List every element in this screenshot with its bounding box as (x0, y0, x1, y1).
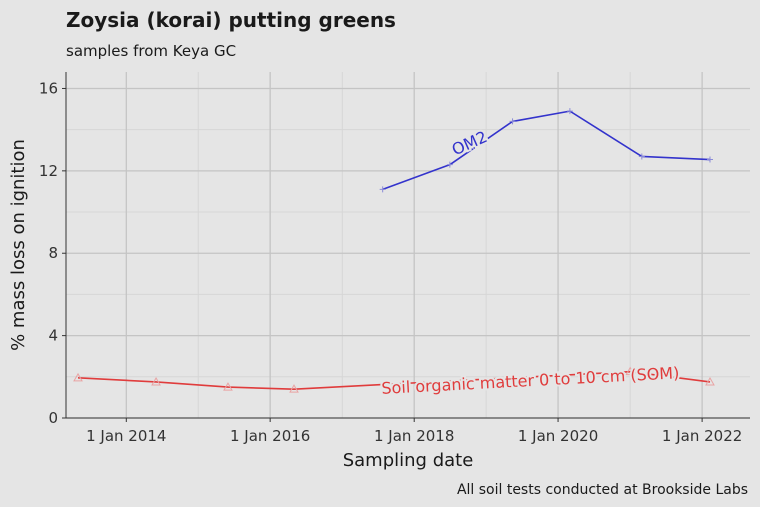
data-point (509, 118, 516, 125)
data-point (625, 366, 636, 376)
data-point (73, 372, 83, 382)
y-tick-label: 4 (48, 327, 58, 345)
data-point (289, 384, 299, 393)
chart-subtitle: samples from Keya GC (66, 42, 236, 60)
data-point (223, 382, 233, 391)
x-axis-title: Sampling date (343, 450, 474, 471)
x-tick-label: 1 Jan 2014 (86, 427, 166, 445)
series-line (77, 370, 711, 390)
chart-title: Zoysia (korai) putting greens (66, 8, 396, 32)
data-point (705, 376, 715, 386)
y-tick-label: 0 (48, 409, 58, 427)
series-line (382, 110, 711, 191)
data-point (151, 376, 161, 386)
x-axis-ticks: 1 Jan 2014 1 Jan 2016 1 Jan 2018 1 Jan 2020… (86, 418, 742, 445)
grid-minor (66, 72, 750, 418)
y-axis-ticks: 0 4 8 12 16 (39, 79, 66, 427)
data-point (446, 161, 453, 168)
data-point (566, 108, 573, 115)
y-tick-label: 8 (48, 244, 58, 262)
x-tick-label: 1 Jan 2016 (230, 427, 310, 445)
data-point (638, 153, 645, 160)
chart-caption: All soil tests conducted at Brookside La… (457, 482, 748, 498)
x-tick-label: 1 Jan 2018 (374, 427, 454, 445)
x-tick-label: 1 Jan 2022 (662, 427, 742, 445)
y-axis-title: % mass loss on ignition (8, 139, 29, 351)
x-tick-label: 1 Jan 2020 (518, 427, 598, 445)
y-tick-label: 12 (39, 162, 58, 180)
y-tick-label: 16 (39, 79, 58, 97)
data-point (706, 156, 713, 163)
data-point (379, 186, 386, 193)
